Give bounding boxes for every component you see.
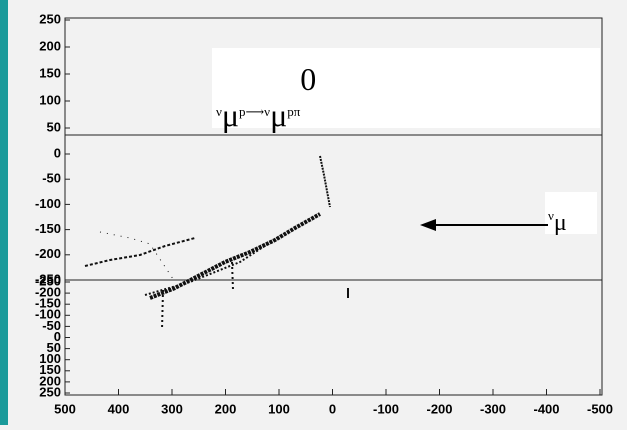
beam-label-part: ν bbox=[548, 208, 554, 223]
y-tick-label: 50 bbox=[47, 340, 61, 355]
track bbox=[161, 289, 164, 331]
formula-part: 0 bbox=[300, 61, 316, 97]
track bbox=[144, 235, 281, 296]
track bbox=[319, 155, 331, 208]
x-tick-label: -200 bbox=[426, 401, 452, 416]
y-tick-label: 100 bbox=[39, 92, 61, 107]
x-tick-label: -300 bbox=[480, 401, 506, 416]
formula-part: μ bbox=[270, 97, 287, 133]
y-tick-label: -250 bbox=[35, 271, 61, 286]
x-tick-label: 300 bbox=[161, 401, 183, 416]
formula-box bbox=[212, 48, 600, 128]
y-tick-label: 100 bbox=[39, 351, 61, 366]
y-tick-label: -150 bbox=[35, 221, 61, 236]
track bbox=[149, 212, 321, 300]
beam-label-box bbox=[545, 192, 597, 234]
y-tick-label: -150 bbox=[35, 296, 61, 311]
formula: νμp⟶νμpπ0 bbox=[216, 61, 316, 133]
y-tick-label: -50 bbox=[42, 171, 61, 186]
formula-part: pπ bbox=[287, 104, 301, 119]
y-tick-label: 50 bbox=[47, 119, 61, 134]
beam-label: νμ bbox=[548, 208, 567, 236]
y-tick-label: -100 bbox=[35, 196, 61, 211]
side-strip bbox=[0, 0, 8, 425]
y-tick-label: 150 bbox=[39, 65, 61, 80]
y-tick-label: -200 bbox=[35, 285, 61, 300]
formula-part: p⟶ν bbox=[239, 104, 270, 119]
track bbox=[84, 237, 196, 267]
x-tick-label: -500 bbox=[587, 401, 613, 416]
x-tick-label: -400 bbox=[533, 401, 559, 416]
y-tick-label: -50 bbox=[42, 318, 61, 333]
y-tick-label: 150 bbox=[39, 362, 61, 377]
y-tick-label: -200 bbox=[35, 246, 61, 261]
beam-label-part: μ bbox=[554, 210, 567, 236]
y-tick-label: 250 bbox=[39, 11, 61, 26]
y-tick-label: -100 bbox=[35, 307, 61, 322]
formula-part: μ bbox=[222, 97, 239, 133]
x-tick-label: 0 bbox=[329, 401, 336, 416]
x-tick-label: 500 bbox=[54, 401, 76, 416]
x-tick-label: 200 bbox=[215, 401, 237, 416]
y-tick-label: 0 bbox=[54, 329, 61, 344]
beam-arrowhead bbox=[420, 219, 436, 231]
y-tick-label: -250 bbox=[35, 273, 61, 288]
y-tick-label: 0 bbox=[54, 145, 61, 160]
x-tick-label: -100 bbox=[373, 401, 399, 416]
x-tick-label: 400 bbox=[108, 401, 130, 416]
y-tick-label: 200 bbox=[39, 373, 61, 388]
formula-part: ν bbox=[216, 104, 222, 119]
x-tick-label: 100 bbox=[268, 401, 290, 416]
y-tick-label: 200 bbox=[39, 38, 61, 53]
tracks bbox=[84, 155, 349, 331]
y-tick-label: 250 bbox=[39, 384, 61, 399]
